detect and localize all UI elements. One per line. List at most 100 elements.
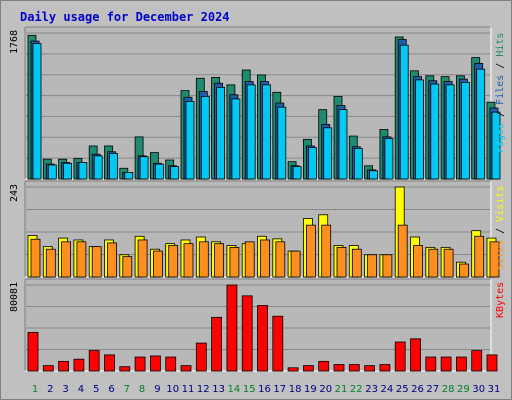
day-label-17: 17 bbox=[273, 384, 286, 395]
bar-kbytes-day-19 bbox=[302, 365, 314, 372]
day-label-28: 28 bbox=[442, 384, 455, 395]
bar-pages-day-22 bbox=[353, 148, 363, 180]
bar-sites-day-6 bbox=[107, 242, 117, 278]
bar-pages-day-31 bbox=[491, 111, 501, 180]
bar-kbytes-day-10 bbox=[165, 356, 177, 372]
bar-pages-day-20 bbox=[323, 127, 333, 180]
bar-sites-day-7 bbox=[122, 256, 133, 278]
legend-item-hits: Hits bbox=[495, 32, 506, 57]
bar-pages-day-18 bbox=[292, 166, 302, 180]
bar-kbytes-day-25 bbox=[394, 341, 406, 372]
day-label-6: 6 bbox=[108, 384, 114, 395]
bar-pages-day-6 bbox=[109, 153, 118, 180]
day-label-11: 11 bbox=[182, 384, 195, 395]
bar-sites-day-13 bbox=[214, 243, 225, 278]
day-label-7: 7 bbox=[124, 384, 130, 395]
bar-sites-day-8 bbox=[137, 239, 148, 278]
bar-pages-day-19 bbox=[307, 147, 317, 180]
bar-sites-day-28 bbox=[443, 248, 454, 278]
bar-kbytes-day-20 bbox=[318, 360, 330, 372]
bar-sites-day-27 bbox=[428, 248, 439, 278]
bar-sites-day-23 bbox=[367, 254, 378, 278]
bar-pages-day-29 bbox=[460, 81, 470, 180]
day-label-14: 14 bbox=[228, 384, 241, 395]
legend-separator: / bbox=[495, 56, 506, 75]
bar-sites-day-16 bbox=[260, 239, 270, 278]
axis-max-label-kbytes: 80081 bbox=[9, 281, 20, 312]
bar-kbytes-day-27 bbox=[425, 356, 437, 372]
bar-pages-day-11 bbox=[185, 100, 195, 180]
bar-sites-day-1 bbox=[30, 238, 41, 278]
day-label-15: 15 bbox=[243, 384, 256, 395]
bar-pages-day-23 bbox=[369, 170, 379, 180]
legend-item-kbytes: KBytes bbox=[495, 282, 506, 319]
bar-kbytes-day-13 bbox=[211, 316, 223, 372]
bar-pages-day-8 bbox=[139, 156, 149, 180]
day-label-22: 22 bbox=[350, 384, 363, 395]
bar-kbytes-day-30 bbox=[471, 350, 483, 372]
day-label-27: 27 bbox=[426, 384, 439, 395]
bar-pages-day-17 bbox=[277, 106, 287, 180]
bar-sites-day-11 bbox=[183, 243, 194, 278]
day-label-4: 4 bbox=[78, 384, 84, 395]
legend-item-sites: Sites bbox=[495, 239, 506, 270]
day-label-8: 8 bbox=[139, 384, 145, 395]
bar-sites-day-10 bbox=[168, 245, 179, 278]
bar-pages-day-4 bbox=[78, 162, 88, 180]
day-label-19: 19 bbox=[304, 384, 317, 395]
bar-pages-day-14 bbox=[231, 98, 241, 180]
bar-kbytes-day-5 bbox=[88, 350, 100, 372]
day-label-13: 13 bbox=[212, 384, 225, 395]
day-label-16: 16 bbox=[258, 384, 271, 395]
bar-kbytes-day-2 bbox=[42, 365, 54, 372]
bar-pages-day-27 bbox=[430, 83, 440, 180]
bar-sites-day-5 bbox=[91, 246, 102, 278]
bar-kbytes-day-28 bbox=[440, 356, 452, 372]
legend-hits-files-pages: Pages / Files / Hits bbox=[495, 33, 506, 153]
legend-item-pages: Pages bbox=[495, 122, 506, 153]
bar-pages-day-5 bbox=[93, 155, 103, 180]
legend-kbytes: KBytes bbox=[495, 282, 506, 318]
bar-kbytes-day-11 bbox=[180, 365, 192, 372]
bar-kbytes-day-4 bbox=[73, 358, 85, 372]
bar-kbytes-day-17 bbox=[272, 315, 284, 372]
bar-sites-day-29 bbox=[458, 263, 469, 278]
bar-sites-day-18 bbox=[290, 250, 301, 278]
bar-kbytes-day-15 bbox=[241, 295, 253, 372]
bar-pages-day-26 bbox=[415, 79, 424, 180]
bar-sites-day-22 bbox=[351, 248, 362, 278]
bar-kbytes-day-1 bbox=[27, 331, 39, 372]
day-label-12: 12 bbox=[197, 384, 210, 395]
bar-pages-day-12 bbox=[200, 96, 210, 180]
bar-kbytes-day-6 bbox=[104, 354, 115, 372]
bar-kbytes-day-22 bbox=[348, 364, 360, 372]
day-label-5: 5 bbox=[93, 384, 99, 395]
bar-pages-day-25 bbox=[399, 44, 409, 180]
bar-sites-day-30 bbox=[474, 235, 485, 278]
day-label-30: 30 bbox=[472, 384, 485, 395]
day-label-9: 9 bbox=[154, 384, 160, 395]
bar-sites-day-26 bbox=[413, 245, 423, 278]
legend-separator: / bbox=[495, 104, 506, 123]
bar-sites-day-24 bbox=[382, 254, 393, 278]
bar-pages-day-30 bbox=[476, 68, 486, 180]
bar-sites-day-20 bbox=[321, 224, 332, 278]
bar-kbytes-day-23 bbox=[364, 365, 376, 372]
bar-sites-day-14 bbox=[229, 246, 240, 278]
day-label-26: 26 bbox=[411, 384, 424, 395]
bar-sites-day-3 bbox=[61, 241, 71, 278]
day-label-3: 3 bbox=[62, 384, 68, 395]
day-label-18: 18 bbox=[289, 384, 302, 395]
chart-title: Daily usage for December 2024 bbox=[20, 10, 230, 24]
bar-sites-day-12 bbox=[198, 241, 209, 278]
bar-kbytes-day-7 bbox=[119, 366, 131, 372]
bar-sites-day-15 bbox=[244, 241, 255, 278]
bar-kbytes-day-18 bbox=[287, 367, 299, 372]
bar-sites-day-25 bbox=[397, 224, 408, 278]
bar-pages-day-3 bbox=[63, 162, 72, 180]
day-label-23: 23 bbox=[365, 384, 378, 395]
day-label-31: 31 bbox=[488, 384, 501, 395]
bar-kbytes-day-21 bbox=[333, 364, 345, 372]
legend-item-files: Files bbox=[495, 74, 506, 105]
bar-kbytes-day-8 bbox=[134, 356, 146, 372]
